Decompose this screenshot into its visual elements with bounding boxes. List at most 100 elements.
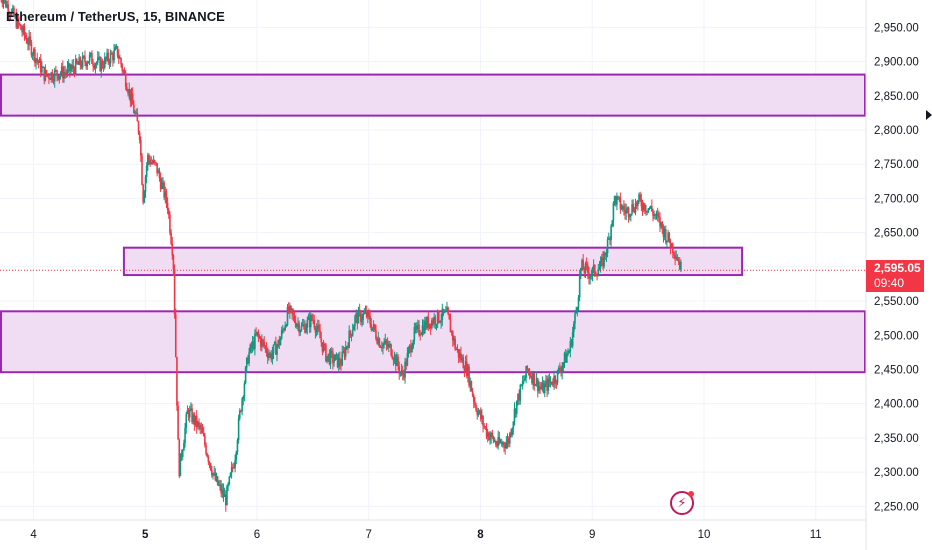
candle-body bbox=[577, 297, 580, 308]
candle-body bbox=[15, 14, 18, 28]
candle-body bbox=[518, 393, 520, 401]
x-tick-label: 8 bbox=[477, 529, 484, 541]
candle-body bbox=[490, 433, 492, 438]
candle-body bbox=[676, 257, 679, 261]
candle-body bbox=[532, 373, 534, 384]
candle-body bbox=[673, 253, 675, 256]
candle-body bbox=[265, 347, 268, 354]
candle-body bbox=[185, 414, 188, 428]
candle-body bbox=[398, 366, 401, 374]
candle-body bbox=[394, 355, 397, 366]
candle-body bbox=[296, 324, 298, 327]
candle-body bbox=[598, 267, 601, 271]
candle-body bbox=[126, 87, 128, 91]
candle-body bbox=[397, 356, 399, 367]
candle-body bbox=[72, 64, 75, 69]
candle-body bbox=[386, 343, 389, 348]
candle-body bbox=[666, 240, 668, 243]
candle-body bbox=[87, 61, 90, 64]
candle-body bbox=[280, 330, 283, 339]
candle-body bbox=[300, 325, 303, 331]
candle-body bbox=[191, 408, 193, 423]
candle-body bbox=[292, 313, 295, 316]
candle-body bbox=[36, 58, 39, 61]
candle-body bbox=[614, 196, 617, 205]
candle-body bbox=[408, 345, 411, 349]
candle-body bbox=[651, 206, 653, 211]
candle-body bbox=[316, 325, 319, 329]
candle-body bbox=[376, 338, 378, 344]
candle-body bbox=[521, 381, 524, 386]
candle-body bbox=[365, 310, 368, 317]
candle-body bbox=[671, 243, 674, 254]
last-price-badge: 2,595.05 09:40 bbox=[866, 260, 924, 292]
candle-body bbox=[96, 57, 99, 63]
candle-body bbox=[1, 0, 4, 4]
candle-body bbox=[105, 57, 107, 60]
candle-body bbox=[660, 221, 662, 227]
candle-body bbox=[541, 383, 544, 389]
candle-body bbox=[497, 437, 499, 447]
candle-body bbox=[520, 384, 523, 386]
candle-body bbox=[133, 104, 135, 114]
candle-body bbox=[413, 327, 416, 341]
candle-body bbox=[372, 324, 375, 328]
candle-body bbox=[10, 10, 13, 16]
candle-body bbox=[346, 346, 348, 348]
candle-body bbox=[140, 140, 142, 156]
candle-body bbox=[204, 435, 206, 445]
support-resistance-zone[interactable] bbox=[0, 73, 866, 117]
candle-body bbox=[662, 227, 665, 238]
candle-body bbox=[426, 317, 428, 328]
candle-body bbox=[578, 276, 581, 298]
candle-body bbox=[568, 351, 570, 353]
candle-body bbox=[637, 200, 639, 207]
candle-body bbox=[145, 165, 148, 178]
candle-body bbox=[433, 317, 435, 324]
candle-body bbox=[631, 204, 633, 214]
candle-body bbox=[301, 325, 304, 327]
candle-body bbox=[7, 4, 9, 14]
candle-body bbox=[391, 355, 394, 359]
candle-body bbox=[220, 484, 222, 494]
candle-body bbox=[625, 210, 628, 214]
candle-body bbox=[350, 333, 353, 336]
candle-body bbox=[527, 369, 530, 372]
candle-body bbox=[456, 349, 459, 351]
candle-body bbox=[341, 352, 344, 366]
candle-body bbox=[580, 267, 582, 277]
candle-body bbox=[66, 67, 69, 74]
candle-body bbox=[5, 0, 7, 8]
candle-body bbox=[528, 371, 531, 376]
x-tick-label: 10 bbox=[698, 529, 711, 541]
candle-body bbox=[647, 208, 650, 212]
candle-body bbox=[242, 396, 245, 400]
candle-body bbox=[358, 309, 361, 312]
lightning-bolt-icon[interactable]: ⚡ bbox=[670, 491, 694, 515]
candle-body bbox=[71, 64, 73, 69]
candle-body bbox=[604, 252, 607, 256]
candle-body bbox=[392, 358, 395, 361]
candle-body bbox=[13, 7, 15, 17]
candle-body bbox=[529, 375, 532, 378]
candle-body bbox=[469, 380, 472, 386]
candle-body bbox=[314, 327, 317, 333]
candle-body bbox=[348, 330, 350, 348]
candle-body bbox=[642, 203, 645, 210]
candle-body bbox=[121, 64, 124, 71]
candle-body bbox=[227, 484, 229, 487]
candle-body bbox=[259, 338, 262, 347]
candle-body bbox=[419, 334, 421, 336]
candle-body bbox=[363, 312, 366, 314]
candle-body bbox=[462, 357, 465, 369]
candle-body bbox=[198, 422, 200, 425]
candle-body bbox=[73, 68, 76, 75]
candle-body bbox=[213, 472, 215, 474]
candle-body bbox=[323, 344, 326, 346]
candle-body bbox=[46, 74, 49, 76]
support-resistance-zone[interactable] bbox=[122, 246, 744, 277]
candle-body bbox=[493, 441, 496, 443]
candle-body bbox=[621, 206, 624, 209]
candle-body bbox=[485, 427, 488, 437]
